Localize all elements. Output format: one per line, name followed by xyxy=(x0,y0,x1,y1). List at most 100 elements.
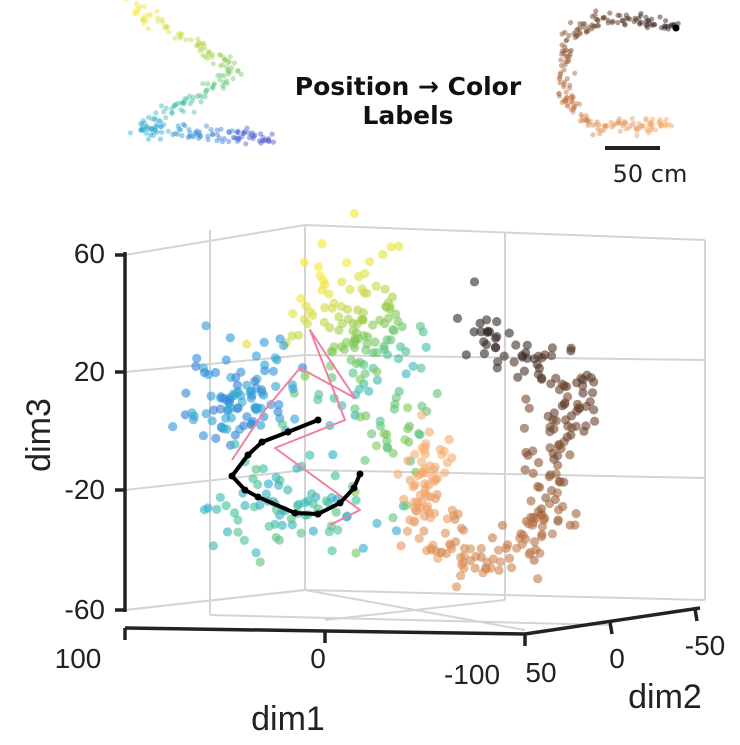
data-point xyxy=(459,525,469,535)
inset1-point xyxy=(194,128,200,134)
data-point xyxy=(421,342,431,352)
data-point xyxy=(430,508,440,518)
data-point xyxy=(479,349,489,359)
inset1-point xyxy=(230,76,236,82)
inset2-point xyxy=(561,67,567,73)
data-point xyxy=(368,320,378,330)
inset1-point xyxy=(226,60,232,66)
data-point xyxy=(588,388,598,398)
inset1-point xyxy=(266,138,272,144)
inset1-point xyxy=(161,122,167,128)
data-point xyxy=(251,464,261,474)
inset1-point xyxy=(180,108,186,115)
data-point xyxy=(558,501,568,512)
data-point xyxy=(372,375,382,385)
inset1-point xyxy=(203,123,210,129)
inset1-point xyxy=(154,123,160,129)
data-point xyxy=(383,298,393,308)
inset1-point xyxy=(159,16,165,22)
data-point xyxy=(419,511,429,521)
data-point xyxy=(469,327,479,337)
inset2-point xyxy=(581,24,587,30)
inset1-point xyxy=(163,115,169,121)
inset1-point xyxy=(139,127,145,133)
inset2-point xyxy=(592,12,598,18)
inset1-point xyxy=(222,57,228,63)
data-point xyxy=(513,372,523,382)
data-point xyxy=(218,393,229,403)
inset1-point xyxy=(235,128,241,134)
inset1-point xyxy=(238,71,244,77)
data-point xyxy=(361,411,371,421)
inset1-point xyxy=(211,81,217,87)
data-point xyxy=(209,405,219,415)
data-point xyxy=(540,513,550,524)
inset1-point xyxy=(211,82,217,88)
data-point xyxy=(536,532,547,542)
inset1-point xyxy=(155,15,161,21)
inset1-point xyxy=(145,136,152,142)
legend-title-line2: Labels xyxy=(362,101,453,130)
inset1-point xyxy=(139,16,146,22)
data-point xyxy=(416,363,426,373)
inset1-point xyxy=(235,68,241,74)
inset1-point xyxy=(270,139,276,145)
data-point xyxy=(206,391,216,401)
data-point xyxy=(255,500,265,510)
inset2-point xyxy=(643,117,649,123)
legend-title-line1: Position → Color xyxy=(295,72,522,101)
data-point xyxy=(192,353,202,363)
data-point xyxy=(221,501,231,511)
inset1-point xyxy=(218,72,224,78)
data-point xyxy=(251,351,261,361)
inset1-point xyxy=(243,141,249,147)
inset1-point xyxy=(263,137,269,143)
inset1-point xyxy=(157,136,164,142)
data-point xyxy=(428,540,438,550)
inset1-point xyxy=(200,41,206,47)
data-point xyxy=(300,371,310,381)
data-point xyxy=(256,420,266,430)
data-point xyxy=(452,313,463,323)
data-point xyxy=(379,344,389,354)
data-point xyxy=(436,548,446,558)
data-point xyxy=(200,368,210,378)
inset1-point xyxy=(182,96,188,102)
data-point xyxy=(231,372,241,383)
data-point xyxy=(482,315,492,325)
data-point xyxy=(327,303,337,313)
inset1-point xyxy=(227,54,233,60)
data-point xyxy=(305,450,315,460)
inset1-point xyxy=(234,135,240,141)
data-point xyxy=(339,344,349,354)
trajectory-node xyxy=(356,470,364,478)
inset1-point xyxy=(176,126,182,132)
data-point xyxy=(308,526,318,536)
data-point xyxy=(546,351,557,361)
data-point xyxy=(251,405,262,415)
inset1-point xyxy=(139,122,145,128)
data-point xyxy=(324,289,334,299)
inset1-point xyxy=(147,132,153,138)
embedding-points xyxy=(168,208,600,592)
inset1-point xyxy=(175,100,181,106)
inset1-point xyxy=(185,134,191,140)
inset2-point xyxy=(634,127,640,133)
inset1-point xyxy=(196,40,202,46)
inset1-point xyxy=(199,94,205,100)
dim2-tick-neg50: -50 xyxy=(685,630,725,661)
data-point xyxy=(553,515,563,525)
inset1-point xyxy=(205,137,211,143)
dim3-tick-neg20: -20 xyxy=(65,474,105,505)
inset1-point xyxy=(218,126,224,132)
data-point xyxy=(245,387,255,398)
data-point xyxy=(201,321,211,331)
data-point xyxy=(444,434,454,445)
inset1-point xyxy=(195,131,201,137)
data-point xyxy=(307,489,317,499)
data-point xyxy=(342,258,352,268)
data-point xyxy=(453,509,463,519)
trajectory-node xyxy=(241,486,249,494)
data-point xyxy=(402,526,413,536)
inset1-point xyxy=(148,12,154,18)
